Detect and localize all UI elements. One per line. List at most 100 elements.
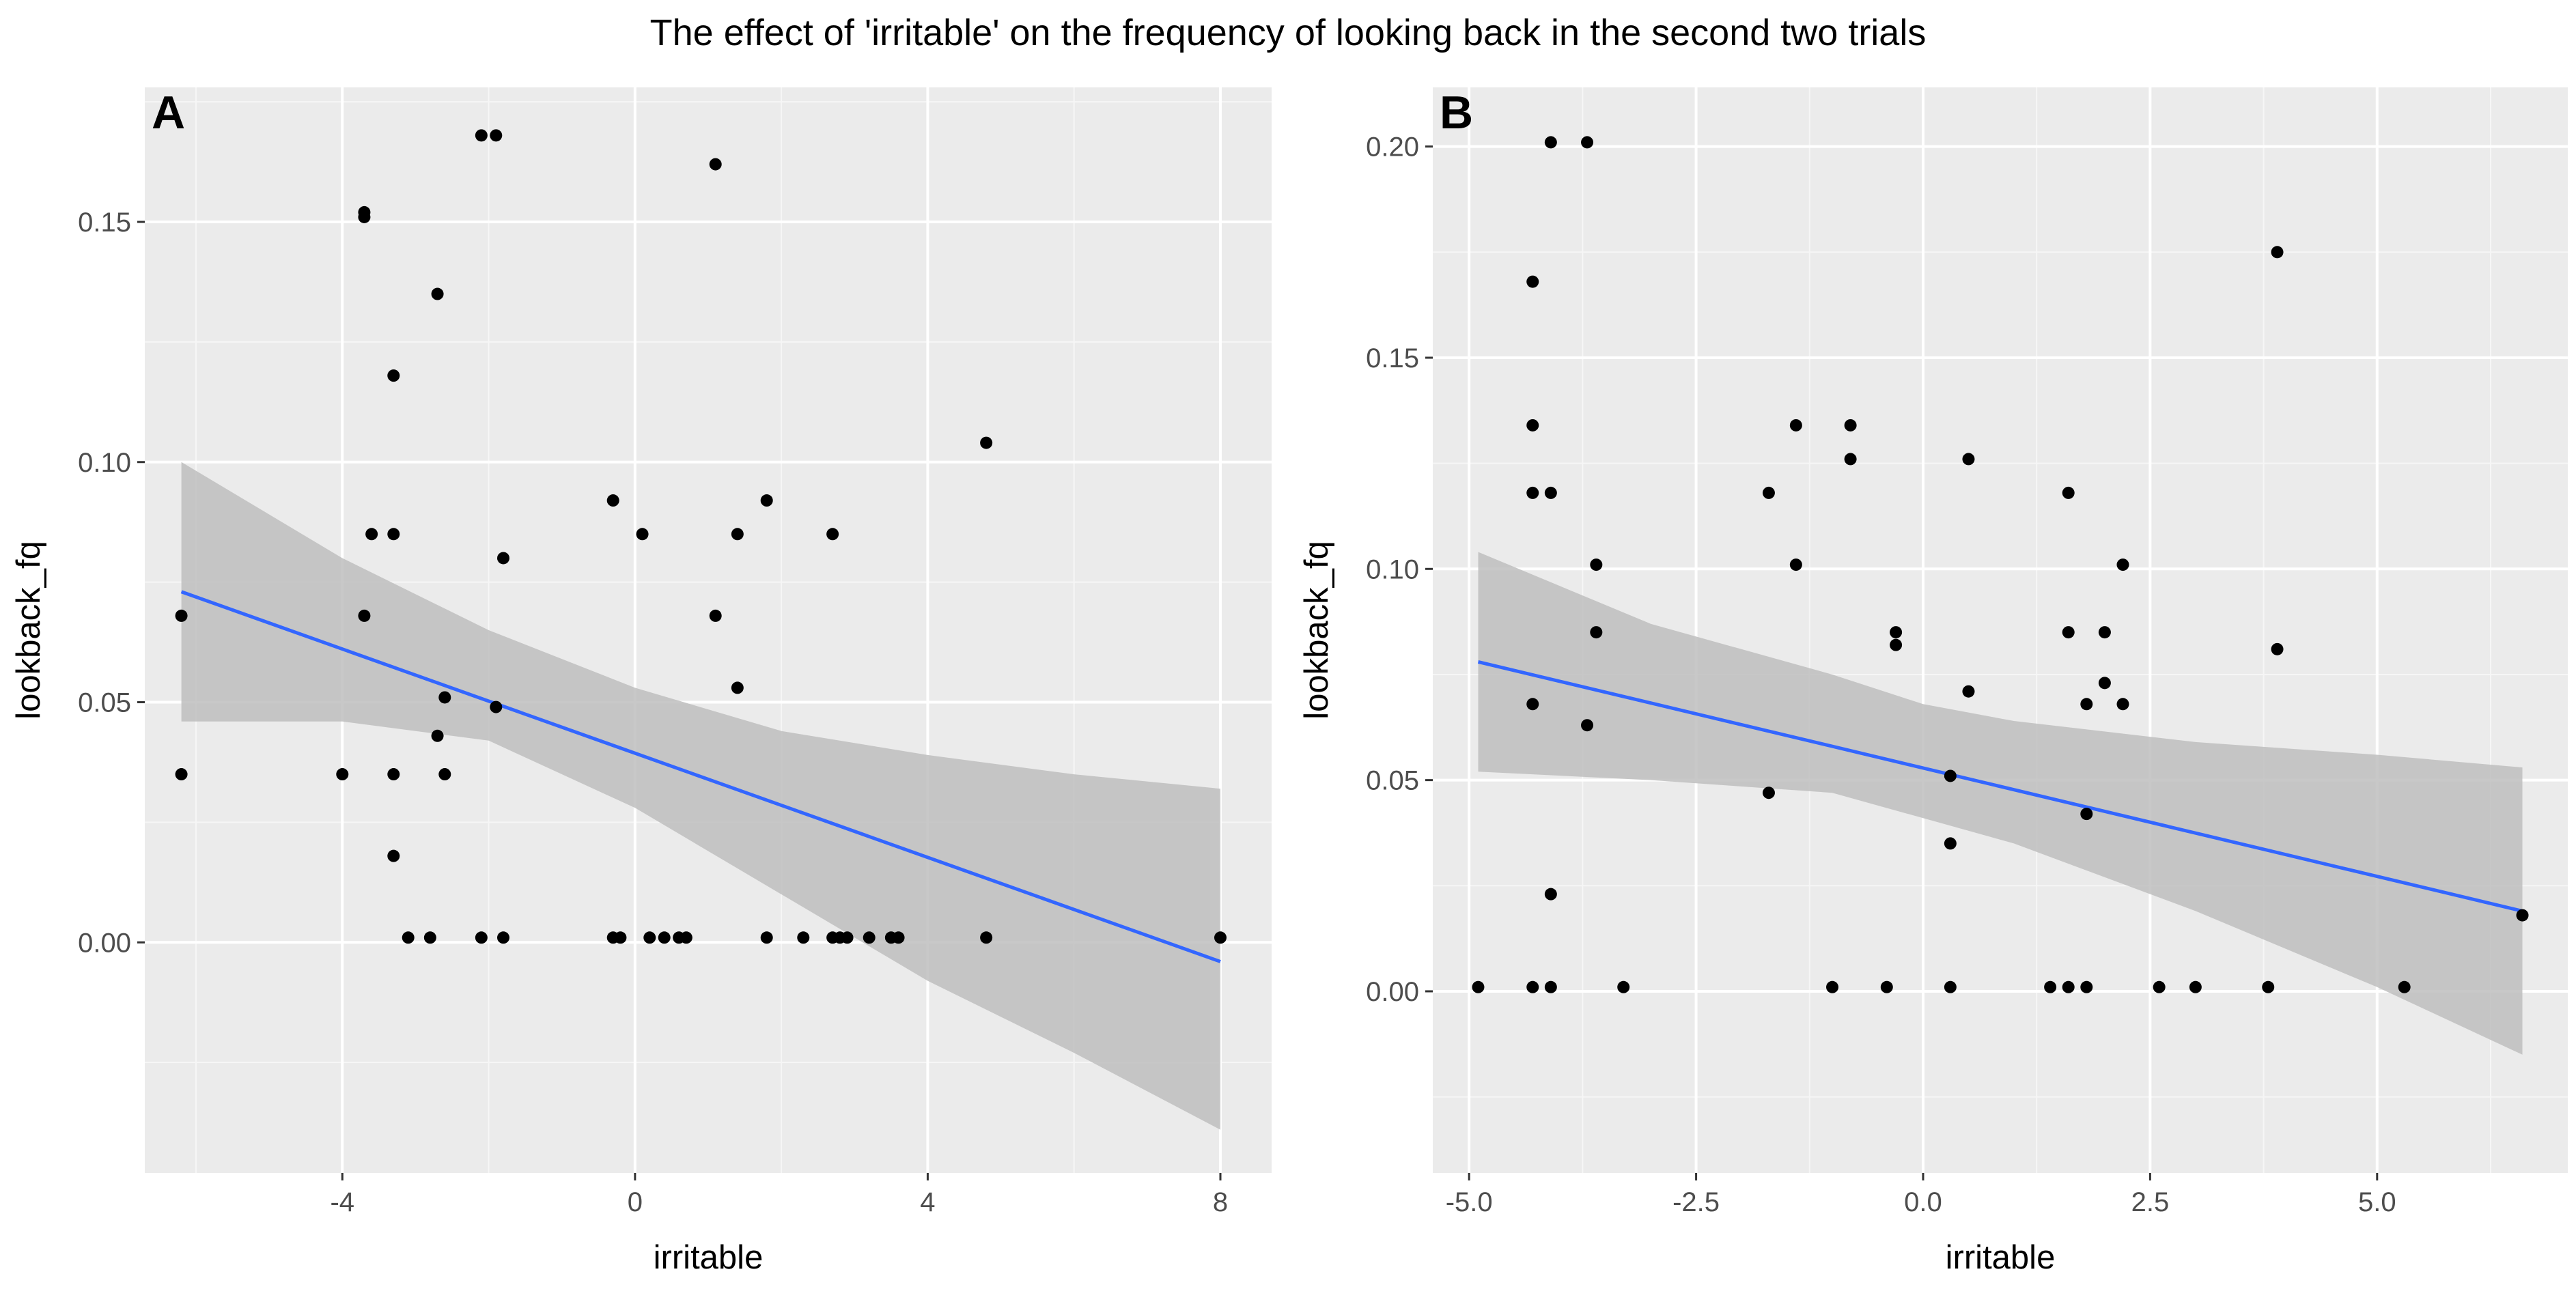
data-point bbox=[490, 129, 503, 142]
data-point bbox=[709, 609, 722, 622]
y-tick-label: 0.10 bbox=[78, 448, 131, 478]
data-point bbox=[980, 931, 993, 944]
x-tick-label: -2.5 bbox=[1672, 1187, 1720, 1217]
data-point bbox=[438, 768, 451, 781]
data-point bbox=[1880, 980, 1893, 993]
figure-title: The effect of 'irritable' on the frequen… bbox=[650, 12, 1927, 53]
y-tick-label: 0.15 bbox=[78, 208, 131, 238]
data-point bbox=[980, 436, 993, 449]
panel-a-tag: A bbox=[152, 87, 185, 139]
data-point bbox=[2044, 980, 2057, 993]
data-point bbox=[826, 528, 839, 541]
data-point bbox=[1844, 419, 1857, 431]
data-point bbox=[680, 931, 692, 944]
data-point bbox=[2398, 980, 2411, 993]
data-point bbox=[636, 528, 649, 541]
y-axis-title: lookback_fq bbox=[1298, 541, 1335, 720]
data-point bbox=[423, 931, 436, 944]
data-point bbox=[2516, 909, 2529, 922]
data-point bbox=[2098, 677, 2111, 690]
data-point bbox=[658, 931, 671, 944]
data-point bbox=[1590, 626, 1603, 639]
data-point bbox=[1944, 837, 1957, 850]
data-point bbox=[1526, 486, 1539, 499]
data-point bbox=[1789, 558, 1802, 571]
data-point bbox=[1526, 275, 1539, 288]
x-axis-title: irritable bbox=[654, 1239, 764, 1276]
data-point bbox=[358, 210, 371, 223]
data-point bbox=[1526, 698, 1539, 711]
data-point bbox=[1526, 419, 1539, 431]
panel-a: -4 0 4 8 0.00 0.05 0.10 0.15 irritable lookback_f… bbox=[10, 87, 1272, 1276]
x-tick-label: 0.0 bbox=[1904, 1187, 1942, 1217]
data-point bbox=[2116, 698, 2129, 711]
data-point bbox=[2080, 980, 2093, 993]
y-tick-label: 0.05 bbox=[78, 688, 131, 718]
data-point bbox=[863, 931, 876, 944]
data-point bbox=[387, 768, 400, 781]
confidence-band bbox=[181, 462, 1221, 1130]
data-point bbox=[2098, 626, 2111, 639]
data-point bbox=[2271, 246, 2284, 259]
data-point bbox=[431, 729, 444, 742]
data-point bbox=[1944, 980, 1957, 993]
data-point bbox=[1944, 769, 1957, 782]
data-point bbox=[387, 369, 400, 382]
data-point bbox=[614, 931, 627, 944]
data-point bbox=[731, 681, 744, 694]
data-point bbox=[760, 494, 773, 507]
data-point bbox=[1826, 980, 1839, 993]
x-tick-label: 8 bbox=[1213, 1187, 1228, 1217]
data-point bbox=[643, 931, 656, 944]
data-point bbox=[2262, 980, 2275, 993]
data-point bbox=[709, 158, 722, 171]
data-point bbox=[431, 287, 444, 300]
data-point bbox=[1590, 558, 1603, 571]
data-point bbox=[175, 768, 188, 781]
data-point bbox=[1544, 486, 1557, 499]
y-tick-label: 0.00 bbox=[78, 928, 131, 958]
data-point bbox=[475, 931, 488, 944]
x-tick-label: 5.0 bbox=[2358, 1187, 2396, 1217]
data-point bbox=[2271, 642, 2284, 655]
data-point bbox=[2062, 486, 2075, 499]
y-tick-label: 0.05 bbox=[1366, 766, 1419, 796]
data-point bbox=[438, 691, 451, 704]
data-point bbox=[387, 528, 400, 541]
data-point bbox=[2062, 980, 2075, 993]
regression-line bbox=[180, 590, 1221, 963]
data-point bbox=[2116, 558, 2129, 571]
data-point bbox=[1544, 136, 1557, 149]
data-point bbox=[1544, 888, 1557, 901]
data-point bbox=[490, 700, 503, 713]
data-point bbox=[1617, 980, 1630, 993]
panel-b-tag: B bbox=[1440, 87, 1473, 139]
data-point bbox=[175, 609, 188, 622]
data-point bbox=[1544, 980, 1557, 993]
data-point bbox=[1844, 453, 1857, 466]
data-point bbox=[1472, 980, 1485, 993]
data-point bbox=[841, 931, 854, 944]
data-point bbox=[1214, 931, 1227, 944]
data-point bbox=[1526, 980, 1539, 993]
data-point bbox=[731, 528, 744, 541]
data-point bbox=[402, 931, 415, 944]
x-tick-label: -4 bbox=[330, 1187, 354, 1217]
data-point bbox=[1890, 626, 1903, 639]
data-point bbox=[475, 129, 488, 142]
data-point bbox=[1789, 419, 1802, 431]
data-point bbox=[760, 931, 773, 944]
data-point bbox=[1762, 486, 1775, 499]
data-point bbox=[2080, 808, 2093, 821]
data-point bbox=[336, 768, 349, 781]
x-tick-label: -5.0 bbox=[1446, 1187, 1493, 1217]
data-point bbox=[365, 528, 378, 541]
data-point bbox=[2189, 980, 2202, 993]
data-point bbox=[497, 931, 509, 944]
data-point bbox=[892, 931, 905, 944]
data-point bbox=[2062, 626, 2075, 639]
data-point bbox=[1962, 685, 1975, 698]
data-point bbox=[1890, 638, 1903, 651]
data-point bbox=[358, 609, 371, 622]
